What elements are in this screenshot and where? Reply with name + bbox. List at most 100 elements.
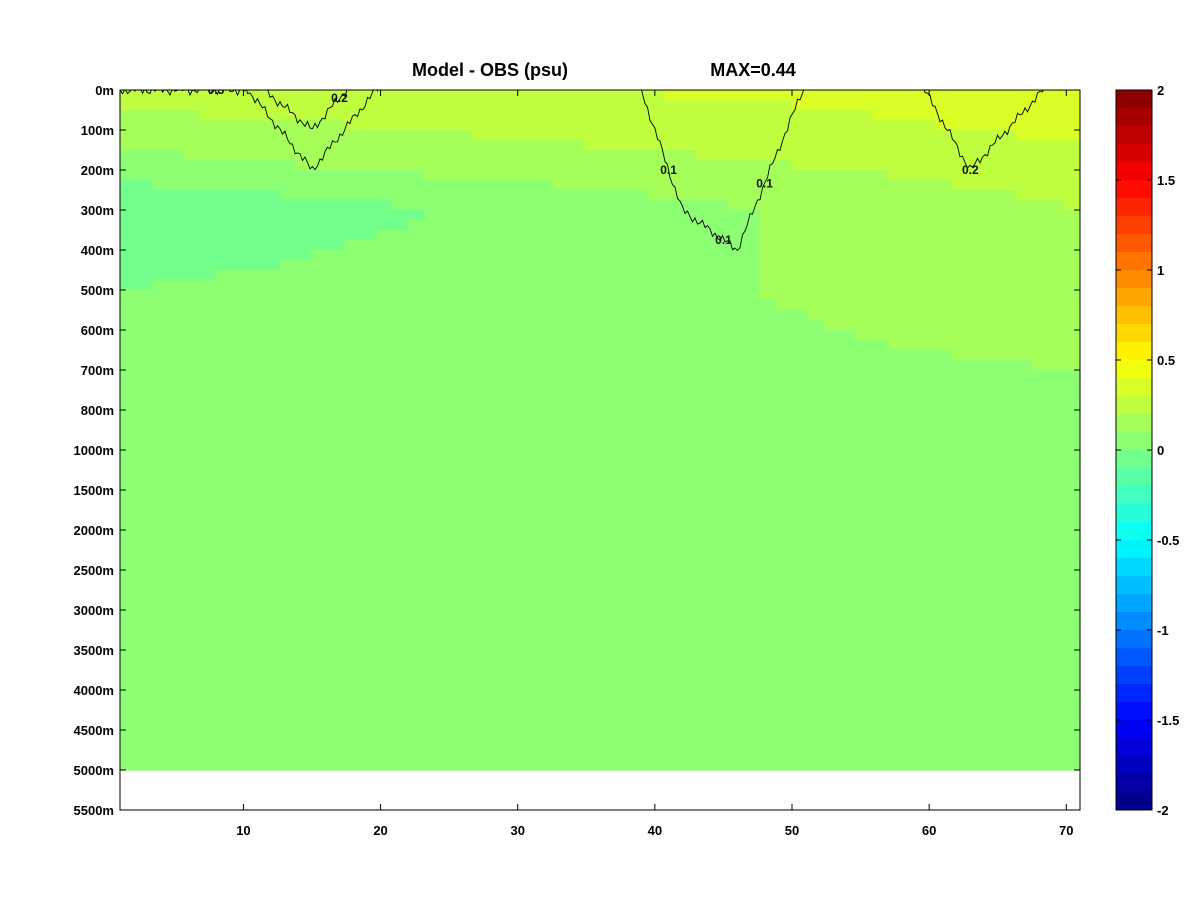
contour-label: 0.1	[139, 43, 156, 57]
heatmap-cell	[920, 310, 937, 321]
heatmap-cell	[1048, 140, 1065, 151]
heatmap-cell	[152, 700, 169, 711]
heatmap-cell	[936, 660, 953, 671]
heatmap-cell	[856, 480, 873, 491]
heatmap-cell	[328, 690, 345, 701]
heatmap-cell	[424, 210, 441, 221]
heatmap-cell	[536, 690, 553, 701]
heatmap-cell	[984, 260, 1001, 271]
heatmap-cell	[344, 540, 361, 551]
heatmap-cell	[424, 610, 441, 621]
heatmap-cell	[136, 700, 153, 711]
heatmap-cell	[696, 110, 713, 121]
heatmap-cell	[1000, 330, 1017, 341]
heatmap-cell	[1048, 170, 1065, 181]
heatmap-cell	[312, 530, 329, 541]
heatmap-cell	[520, 180, 537, 191]
heatmap-cell	[1064, 460, 1080, 471]
heatmap-cell	[696, 600, 713, 611]
heatmap-cell	[232, 320, 249, 331]
heatmap-cell	[728, 270, 745, 281]
heatmap-cell	[840, 650, 857, 661]
heatmap-cell	[568, 440, 585, 451]
heatmap-cell	[696, 480, 713, 491]
heatmap-cell	[488, 490, 505, 501]
heatmap-cell	[408, 220, 425, 231]
heatmap-cell	[616, 720, 633, 731]
heatmap-cell	[312, 310, 329, 321]
heatmap-cell	[440, 180, 457, 191]
heatmap-cell	[1016, 120, 1033, 131]
heatmap-cell	[568, 90, 585, 101]
heatmap-cell	[296, 540, 313, 551]
heatmap-cell	[280, 620, 297, 631]
heatmap-cell	[120, 100, 137, 111]
heatmap-cell	[584, 540, 601, 551]
heatmap-cell	[904, 120, 921, 131]
heatmap-cell	[952, 500, 969, 511]
heatmap-cell	[744, 400, 761, 411]
heatmap-cell	[952, 720, 969, 731]
heatmap-cell	[184, 120, 201, 131]
heatmap-cell	[872, 690, 889, 701]
heatmap-cell	[664, 510, 681, 521]
heatmap-cell	[376, 410, 393, 421]
heatmap-cell	[936, 670, 953, 681]
heatmap-cell	[152, 190, 169, 201]
heatmap-cell	[584, 580, 601, 591]
heatmap-cell	[1032, 540, 1049, 551]
heatmap-cell	[648, 680, 665, 691]
heatmap-cell	[248, 280, 265, 291]
heatmap-cell	[920, 650, 937, 661]
heatmap-cell	[504, 590, 521, 601]
heatmap-cell	[168, 480, 185, 491]
heatmap-cell	[888, 560, 905, 571]
heatmap-cell	[360, 570, 377, 581]
heatmap-cell	[568, 660, 585, 671]
heatmap-cell	[888, 270, 905, 281]
heatmap-cell	[408, 320, 425, 331]
heatmap-cell	[760, 370, 777, 381]
heatmap-cell	[216, 280, 233, 291]
heatmap-cell	[424, 330, 441, 341]
heatmap-cell	[424, 740, 441, 751]
heatmap-cell	[488, 320, 505, 331]
heatmap-cell	[984, 150, 1001, 161]
heatmap-cell	[664, 760, 681, 771]
heatmap-cell	[952, 280, 969, 291]
heatmap-cell	[360, 310, 377, 321]
heatmap-cell	[504, 130, 521, 141]
heatmap-cell	[424, 680, 441, 691]
heatmap-cell	[488, 600, 505, 611]
heatmap-cell	[664, 430, 681, 441]
heatmap-cell	[424, 110, 441, 121]
heatmap-cell	[792, 610, 809, 621]
heatmap-cell	[312, 260, 329, 271]
heatmap-cell	[184, 740, 201, 751]
heatmap-cell	[1016, 570, 1033, 581]
heatmap-cell	[440, 90, 457, 101]
heatmap-cell	[456, 450, 473, 461]
heatmap-cell	[760, 200, 777, 211]
heatmap-cell	[1032, 210, 1049, 221]
heatmap-cell	[984, 570, 1001, 581]
heatmap-cell	[216, 590, 233, 601]
heatmap-cell	[936, 210, 953, 221]
heatmap-cell	[1000, 750, 1017, 761]
heatmap-cell	[1000, 230, 1017, 241]
heatmap-cell	[408, 160, 425, 171]
heatmap-cell	[776, 290, 793, 301]
heatmap-cell	[1064, 760, 1080, 771]
heatmap-cell	[120, 740, 137, 751]
heatmap-cell	[264, 760, 281, 771]
heatmap-cell	[1016, 350, 1033, 361]
heatmap-cell	[680, 740, 697, 751]
heatmap-cell	[280, 100, 297, 111]
heatmap-cell	[680, 440, 697, 451]
heatmap-cell	[760, 410, 777, 421]
heatmap-cell	[888, 120, 905, 131]
heatmap-cell	[344, 160, 361, 171]
heatmap-cell	[1032, 220, 1049, 231]
heatmap-cell	[712, 520, 729, 531]
heatmap-cell	[712, 280, 729, 291]
